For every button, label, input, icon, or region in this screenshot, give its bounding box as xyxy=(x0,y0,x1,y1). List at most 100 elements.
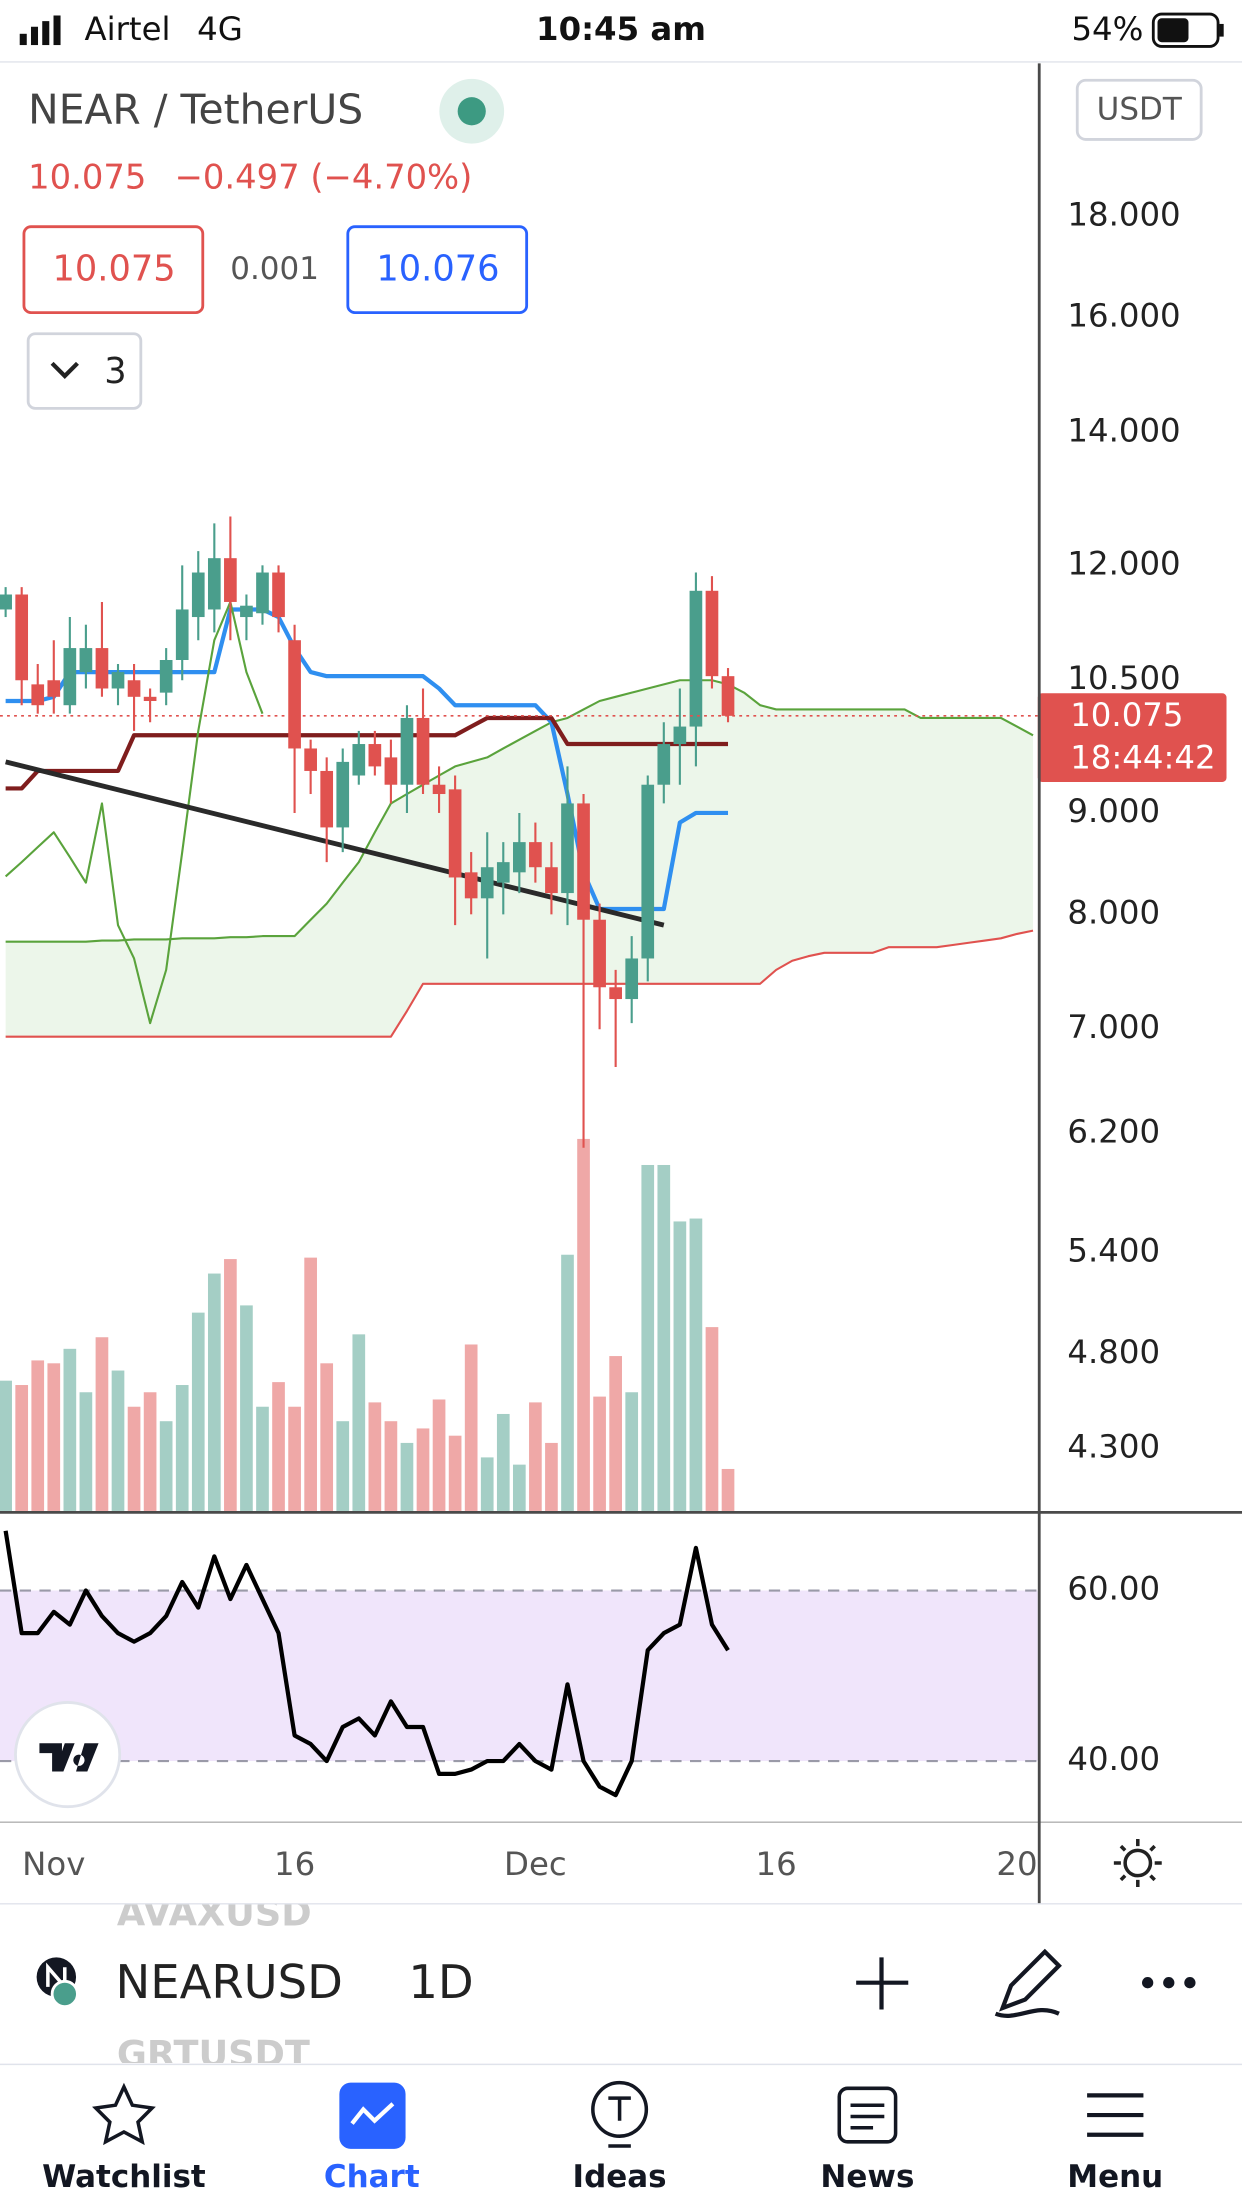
tab-label[interactable]: News xyxy=(820,2159,914,2195)
currency-button[interactable] xyxy=(1075,78,1203,141)
candle-body xyxy=(240,605,253,618)
candle-body xyxy=(336,761,350,828)
candle-body xyxy=(625,958,639,1000)
countdown: 18:44:42 xyxy=(1070,738,1215,776)
volume-bar xyxy=(143,1392,157,1511)
volume-bar xyxy=(127,1406,141,1511)
x-tick-label: Dec xyxy=(504,1845,567,1883)
candle-body xyxy=(496,862,510,883)
volume-bar xyxy=(625,1392,639,1511)
menu-icon[interactable] xyxy=(1087,2093,1144,2137)
volume-bar xyxy=(593,1396,606,1511)
candle-body xyxy=(272,572,285,618)
settings-icon[interactable] xyxy=(1123,1848,1153,1878)
candle-body xyxy=(63,648,77,706)
candle-body xyxy=(657,744,671,785)
volume-bar xyxy=(95,1337,109,1511)
candle-body xyxy=(31,684,45,706)
add-button[interactable] xyxy=(856,1957,909,2010)
volume-bar xyxy=(288,1406,301,1511)
candle-body xyxy=(416,717,430,785)
candle-body xyxy=(512,842,526,873)
ideas-icon[interactable] xyxy=(591,2080,649,2138)
currency-badge xyxy=(50,1979,79,2009)
rsi-band xyxy=(0,1590,1038,1762)
volume-bar xyxy=(159,1421,173,1511)
candle-body xyxy=(577,803,590,920)
candle-body xyxy=(529,842,542,868)
signal-bar xyxy=(53,15,61,46)
settings-icon-rays xyxy=(1113,1839,1162,1887)
volume-bar xyxy=(272,1382,285,1511)
y-tick-label: 4.800 xyxy=(1067,1333,1160,1371)
candle-body xyxy=(159,660,173,693)
toolbar-interval[interactable]: 1D xyxy=(408,1955,473,2009)
tab-label[interactable]: Watchlist xyxy=(42,2159,206,2195)
candle-body xyxy=(705,590,719,677)
volume-bar xyxy=(416,1428,430,1511)
candle-body xyxy=(288,640,301,749)
ideas-icon-glyph xyxy=(608,2096,631,2148)
network: 4G xyxy=(197,10,243,48)
y-tick-label: 12.000 xyxy=(1067,544,1180,582)
volume-bar xyxy=(529,1402,542,1511)
candle-body xyxy=(448,789,462,878)
candle-body xyxy=(432,784,446,795)
volume-bar xyxy=(448,1435,462,1511)
volume-bar xyxy=(705,1327,719,1511)
candle-body xyxy=(545,867,558,894)
rsi-tick-label: 40.00 xyxy=(1067,1740,1160,1778)
market-status-dot xyxy=(457,97,486,126)
indicators-toggle[interactable] xyxy=(26,332,143,410)
battery-level xyxy=(1157,18,1189,43)
candle-body xyxy=(593,919,606,988)
y-tick-label: 8.000 xyxy=(1067,893,1160,931)
volume-bar xyxy=(111,1370,125,1511)
news-icon[interactable] xyxy=(837,2086,898,2144)
sell-button[interactable] xyxy=(22,225,205,315)
candle-body xyxy=(256,572,269,614)
battery-percent: 54% xyxy=(1071,10,1143,48)
span-b-line xyxy=(5,929,1034,1038)
volume-bar xyxy=(224,1259,237,1511)
tab-label[interactable]: Menu xyxy=(1067,2159,1163,2195)
signal-bar xyxy=(30,26,39,46)
more-button[interactable] xyxy=(1142,1977,1196,1989)
volume-bar xyxy=(336,1421,350,1511)
y-tick-label: 10.500 xyxy=(1067,659,1180,697)
buy-button[interactable] xyxy=(346,225,529,315)
volume-bar xyxy=(400,1442,414,1511)
candle-body xyxy=(95,648,109,689)
y-tick-label: 9.000 xyxy=(1067,792,1160,830)
candle-body xyxy=(143,696,157,701)
volume-bar xyxy=(384,1421,398,1511)
volume-bar xyxy=(47,1363,61,1511)
candle-body xyxy=(721,676,735,716)
y-tick-label: 18.000 xyxy=(1067,195,1180,233)
chevron-icon xyxy=(50,361,79,379)
volume-bar xyxy=(79,1392,93,1511)
candle-body xyxy=(352,744,366,776)
y-tick-label: 16.000 xyxy=(1067,297,1180,335)
rsi-tick-label: 60.00 xyxy=(1067,1570,1160,1608)
draw-button[interactable] xyxy=(994,1948,1062,2018)
indicator-line xyxy=(5,715,729,791)
candle-body xyxy=(175,609,189,661)
tab-label[interactable]: Chart xyxy=(324,2159,420,2195)
tab-label[interactable]: Ideas xyxy=(573,2159,667,2195)
candle-body xyxy=(368,744,382,767)
last-price-label: 10.075 xyxy=(1070,696,1183,734)
watchlist-icon[interactable] xyxy=(92,2082,156,2146)
candle-body xyxy=(0,594,12,610)
candle-body xyxy=(224,558,237,602)
currency: USDT xyxy=(1097,92,1182,128)
volume-bar xyxy=(641,1164,655,1511)
toolbar-symbol[interactable]: NEARUSD xyxy=(115,1955,342,2009)
last-price: 10.075 xyxy=(28,157,146,196)
indicator-line xyxy=(4,600,264,1025)
volume-bar xyxy=(63,1348,77,1511)
volume-bar xyxy=(256,1406,269,1511)
candle-body xyxy=(111,672,125,689)
price-change: −0.497 (−4.70%) xyxy=(175,157,473,196)
